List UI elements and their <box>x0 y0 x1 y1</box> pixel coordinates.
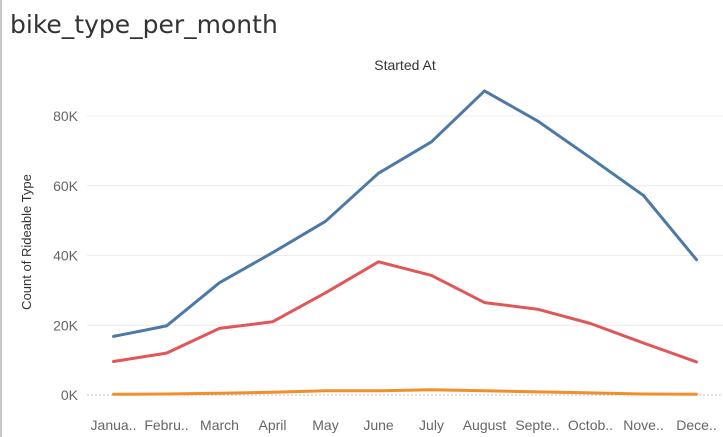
x-tick-label: June <box>363 417 394 433</box>
y-tick-label: 40K <box>53 248 79 264</box>
y-tick-label: 60K <box>53 178 79 194</box>
x-tick-label: March <box>200 417 239 433</box>
x-axis: Janua.. Febru.. March April May June July Augus… <box>91 417 717 433</box>
series-lines <box>112 89 698 396</box>
series-line-2[interactable] <box>112 260 698 364</box>
x-tick-label: Septe.. <box>515 417 559 433</box>
y-axis: 0K 20K 40K 60K 80K <box>53 108 79 403</box>
x-tick-label: Dece.. <box>676 417 716 433</box>
x-tick-label: Febru.. <box>144 417 188 433</box>
x-tick-label: Octob.. <box>568 417 613 433</box>
sheet-left-border <box>0 0 2 437</box>
chart-header: Started At <box>374 57 436 73</box>
y-tick-label: 20K <box>53 317 79 333</box>
x-tick-label: April <box>258 417 286 433</box>
x-tick-label: August <box>463 417 507 433</box>
series-line-3[interactable] <box>112 388 698 396</box>
sheet-title: bike_type_per_month <box>10 10 278 39</box>
x-tick-label: Janua.. <box>91 417 137 433</box>
x-tick-label: May <box>312 417 338 433</box>
x-tick-label: Nove.. <box>623 417 663 433</box>
y-axis-title: Count of Rideable Type <box>19 174 34 310</box>
series-line-1[interactable] <box>112 89 698 338</box>
y-tick-label: 80K <box>53 108 79 124</box>
x-tick-label: July <box>419 417 444 433</box>
y-tick-label: 0K <box>61 387 79 403</box>
